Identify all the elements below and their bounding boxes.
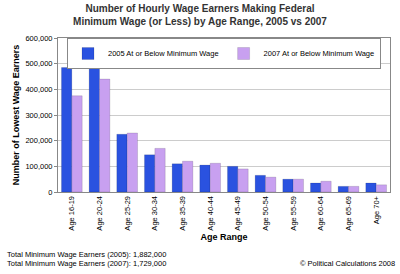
svg-text:Age 45-49: Age 45-49 <box>233 196 242 231</box>
svg-text:Age 20-24: Age 20-24 <box>95 196 104 231</box>
svg-text:Age 35-39: Age 35-39 <box>178 196 187 231</box>
svg-text:Age 50-54: Age 50-54 <box>261 196 270 231</box>
svg-text:400,000: 400,000 <box>25 85 52 94</box>
svg-text:Age 70+: Age 70+ <box>372 195 381 224</box>
svg-text:2005 At or Below Minimum Wage: 2005 At or Below Minimum Wage <box>108 49 219 58</box>
svg-text:Age 60-64: Age 60-64 <box>316 196 325 231</box>
svg-text:100,000: 100,000 <box>25 162 52 171</box>
svg-text:300,000: 300,000 <box>25 111 52 120</box>
svg-text:Age 55-59: Age 55-59 <box>289 196 298 231</box>
svg-text:Number of Lowest Wage Earners: Number of Lowest Wage Earners <box>11 45 21 186</box>
svg-text:Total Minimum Wage Earners (20: Total Minimum Wage Earners (2005): 1,882… <box>7 250 166 259</box>
svg-text:Age 30-34: Age 30-34 <box>150 196 159 231</box>
svg-text:Age Range: Age Range <box>200 232 247 242</box>
svg-text:Number of Hourly Wage Earners: Number of Hourly Wage Earners Making Fed… <box>73 3 327 27</box>
svg-text:500,000: 500,000 <box>25 59 52 68</box>
svg-text:2007 At or Below Minimum Wage: 2007 At or Below Minimum Wage <box>264 49 375 58</box>
svg-text:© Political Calculations 2008: © Political Calculations 2008 <box>300 259 395 268</box>
svg-text:0: 0 <box>48 188 52 197</box>
svg-text:Total Minimum Wage Earners (20: Total Minimum Wage Earners (2007): 1,729… <box>7 259 166 268</box>
svg-text:200,000: 200,000 <box>25 136 52 145</box>
svg-text:Age 25-29: Age 25-29 <box>123 196 132 231</box>
svg-text:Age 40-44: Age 40-44 <box>206 196 215 231</box>
svg-text:600,000: 600,000 <box>25 34 52 43</box>
svg-text:Age 16-19: Age 16-19 <box>67 196 76 231</box>
svg-text:Age 65-69: Age 65-69 <box>344 196 353 231</box>
